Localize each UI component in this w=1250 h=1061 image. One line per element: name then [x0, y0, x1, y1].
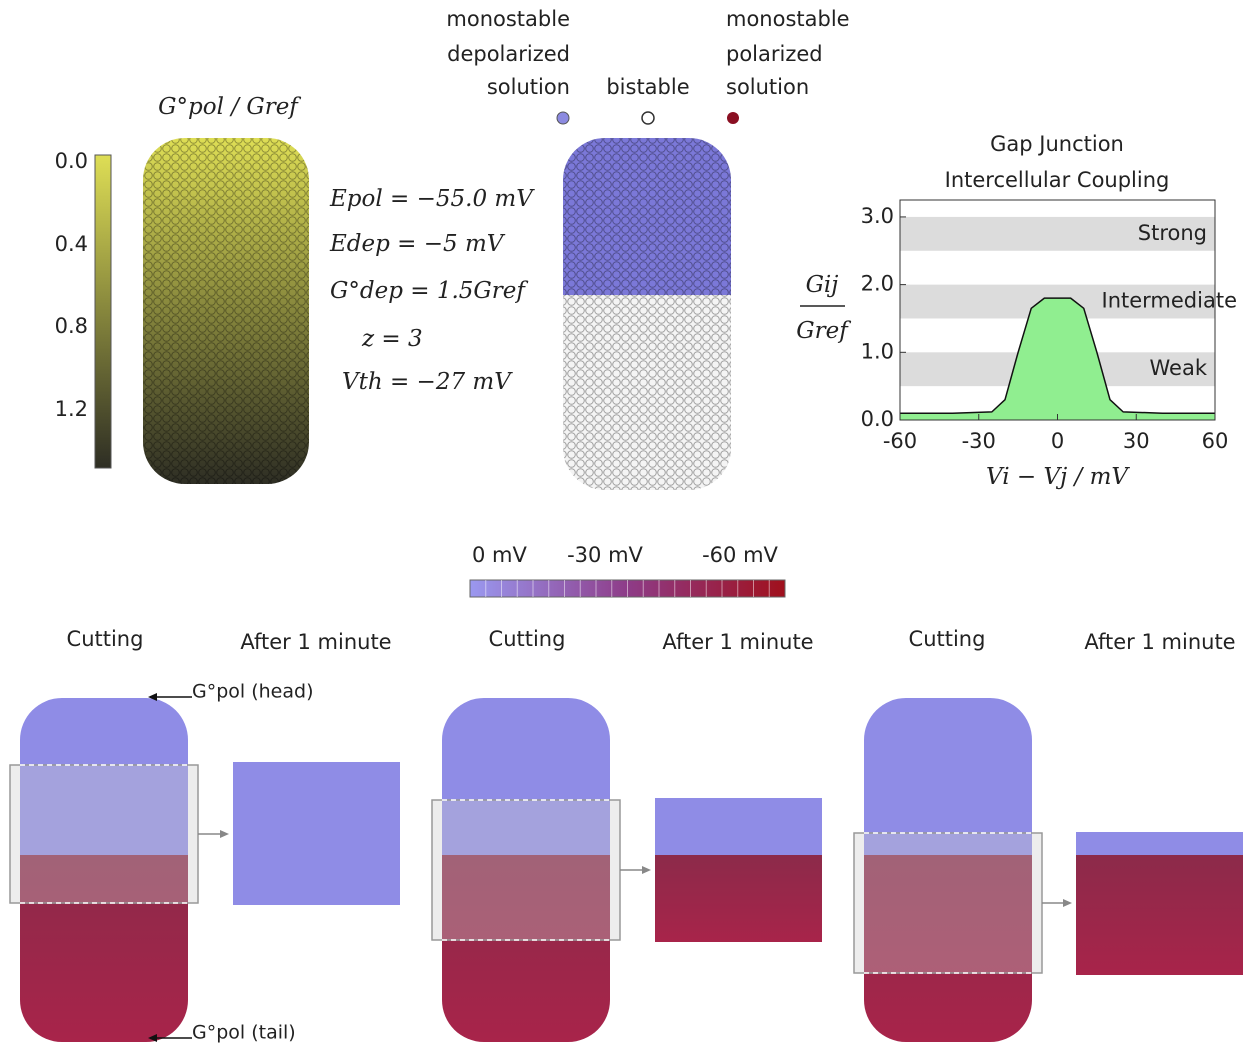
- colorbar-title: G°pol / Gref: [158, 94, 301, 120]
- piece-head: [233, 762, 400, 905]
- colorbar-label: -60 mV: [702, 543, 778, 567]
- x-tick-label: 0: [1051, 429, 1064, 453]
- chart-title: Gap Junction: [990, 132, 1124, 156]
- colorbar-tick: 0.8: [55, 314, 88, 338]
- parameter: Vth = −27 mV: [342, 369, 513, 395]
- legend-text: solution: [487, 75, 570, 99]
- x-tick-label: 30: [1123, 429, 1150, 453]
- panel-label: Cutting: [489, 627, 566, 651]
- y-axis-label: Gref: [796, 318, 851, 344]
- panel-label: After 1 minute: [1084, 630, 1235, 654]
- chart-title: Intercellular Coupling: [945, 168, 1170, 192]
- panel-label: Cutting: [909, 627, 986, 651]
- legend-marker: [557, 112, 569, 124]
- legend-marker: [642, 112, 654, 124]
- legend-text: polarized: [726, 42, 823, 66]
- parameter: Edep = −5 mV: [329, 231, 506, 257]
- y-tick-label: 0.0: [861, 407, 894, 431]
- tissue-stability: [563, 138, 731, 490]
- legend-text: bistable: [606, 75, 689, 99]
- y-tick-label: 2.0: [861, 272, 894, 296]
- parameter: Epol = −55.0 mV: [329, 186, 535, 212]
- cut-box: [854, 833, 1042, 973]
- piece-head: [655, 798, 822, 855]
- panel-label: After 1 minute: [240, 630, 391, 654]
- legend-text: monostable: [726, 7, 850, 31]
- panel-label: Cutting: [67, 627, 144, 651]
- colorbar-tick: 1.2: [55, 397, 88, 421]
- annotation: G°pol (tail): [192, 1022, 296, 1044]
- y-tick-label: 1.0: [861, 339, 894, 363]
- figure: G°pol / Gref 0.0 0.4 0.8 1.2 Epol = −55.…: [0, 0, 1250, 1061]
- legend-marker: [727, 112, 739, 124]
- y-axis-label: Gij: [806, 272, 839, 298]
- x-tick-label: 60: [1202, 429, 1229, 453]
- parameter: z = 3: [361, 326, 423, 352]
- colorbar-label: 0 mV: [472, 543, 527, 567]
- cut-box: [10, 765, 198, 903]
- arrow-head: [642, 866, 651, 874]
- panel-label: After 1 minute: [662, 630, 813, 654]
- annotation: G°pol (head): [192, 681, 314, 703]
- band-label: Intermediate: [1102, 289, 1238, 313]
- piece-tail: [1076, 855, 1243, 975]
- colorbar-tick: 0.0: [55, 149, 88, 173]
- band-label: Strong: [1138, 221, 1207, 245]
- arrow-head: [220, 830, 229, 838]
- y-tick-label: 3.0: [861, 204, 894, 228]
- piece-tail: [655, 855, 822, 942]
- cutting-panels: [10, 698, 1243, 1042]
- legend-text: solution: [726, 75, 809, 99]
- legend-text: depolarized: [447, 42, 570, 66]
- tissue-conductance: [143, 138, 309, 484]
- colorbar-label: -30 mV: [567, 543, 643, 567]
- coupling-chart: Gap Junction Intercellular Coupling Strong…: [796, 132, 1237, 490]
- x-tick-label: -60: [883, 429, 917, 453]
- band-label: Weak: [1150, 356, 1208, 380]
- head-region: [864, 698, 1032, 855]
- arrow-head: [1063, 899, 1072, 907]
- piece-head: [1076, 832, 1243, 855]
- cut-box: [432, 800, 620, 940]
- parameter: G°dep = 1.5Gref: [330, 278, 528, 304]
- x-tick-label: -30: [962, 429, 996, 453]
- colorbar-tick: 0.4: [55, 232, 88, 256]
- x-axis-label: Vi − Vj / mV: [986, 464, 1130, 490]
- colorbar: [95, 155, 111, 468]
- legend-text: monostable: [446, 7, 570, 31]
